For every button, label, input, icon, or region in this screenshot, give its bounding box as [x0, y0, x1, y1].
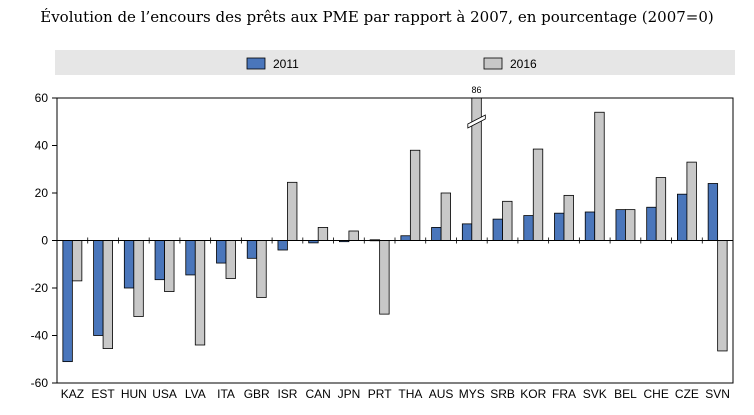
x-tick-label-est: EST — [91, 387, 115, 401]
x-tick-label-fra: FRA — [552, 387, 576, 401]
y-tick-label-0: 0 — [41, 234, 48, 248]
x-tick-label-kor: KOR — [520, 387, 546, 401]
bar-2016-kaz — [71, 240, 83, 282]
x-tick-label-srb: SRB — [490, 387, 515, 401]
x-tick-label-mys: MYS — [459, 387, 485, 401]
bar-2011-svn — [707, 183, 719, 241]
y-tick-label-40: 40 — [35, 139, 49, 153]
bar-2016-lva — [194, 240, 206, 346]
x-tick-label-cze: CZE — [675, 387, 699, 401]
x-tick-label-prt: PRT — [368, 387, 392, 401]
x-tick-label-hun: HUN — [121, 387, 147, 401]
x-tick-label-svn: SVN — [705, 387, 730, 401]
y-tick-label-20: 20 — [35, 186, 49, 200]
bar-2016-ita — [225, 240, 236, 279]
bar-2016-jpn — [348, 230, 359, 241]
x-tick-label-svk: SVK — [583, 387, 607, 401]
bar-2011-mys — [461, 223, 473, 241]
legend-swatch-2011 — [246, 57, 266, 70]
y-tick-label--20: -20 — [31, 281, 49, 295]
bar-2016-cze — [686, 161, 697, 241]
legend-swatch-2016 — [483, 57, 503, 70]
legend-background — [55, 50, 735, 75]
bar-2011-est — [93, 240, 104, 336]
x-tick-label-jpn: JPN — [338, 387, 361, 401]
bar-2016-gbr — [256, 240, 267, 298]
bar-2011-aus — [431, 227, 442, 241]
bar-2016-svn — [717, 240, 728, 352]
x-tick-label-ita: ITA — [217, 387, 235, 401]
bar-2016-aus — [440, 192, 451, 241]
bar-2011-kaz — [62, 240, 73, 363]
bar-2011-usa — [154, 240, 165, 281]
bar-2011-srb — [492, 218, 503, 241]
x-tick-label-che: CHE — [644, 387, 669, 401]
legend: 2011 2016 — [55, 50, 735, 75]
bar-2011-che — [646, 206, 657, 241]
x-axis: KAZ EST HUN USA LVA ITA GBR ISR CAN JPN PRT THA AUS M… — [56, 237, 734, 401]
bar-2016-svk — [594, 111, 605, 241]
y-axis: 60 40 20 0 -20 -40 -60 — [31, 91, 57, 390]
x-tick-label-isr: ISR — [277, 387, 297, 401]
bar-2016-prt — [379, 240, 390, 315]
bar-2016-est — [102, 240, 113, 349]
bar-2016-kor — [532, 148, 544, 241]
x-tick-label-can: CAN — [306, 387, 331, 401]
bar-2011-kor — [523, 215, 534, 241]
bar-2011-isr — [277, 240, 288, 251]
plot-frame — [56, 97, 734, 384]
bar-2016-che — [655, 177, 667, 241]
bar-2016-fra — [563, 194, 574, 241]
legend-label-2016: 2016 — [510, 57, 537, 71]
bar-2016-can — [317, 227, 329, 241]
x-tick-label-gbr: GBR — [244, 387, 270, 401]
plot-border — [56, 97, 734, 384]
bar-2011-gbr — [246, 240, 258, 259]
bar-2011-hun — [123, 240, 135, 289]
x-tick-label-kaz: KAZ — [61, 387, 84, 401]
x-tick-label-bel: BEL — [614, 387, 637, 401]
bar-2011-tha — [400, 235, 411, 241]
bar-2016-usa — [164, 240, 175, 292]
y-tick-label-60: 60 — [35, 91, 49, 105]
x-tick-label-aus: AUS — [429, 387, 454, 401]
bar-2016-srb — [502, 200, 513, 241]
x-tick-label-tha: THA — [398, 387, 422, 401]
chart-title: Évolution de l’encours des prêts aux PME… — [40, 8, 714, 26]
bars: 86 — [62, 85, 728, 363]
axis-break-marker — [467, 114, 486, 129]
bar-2011-cze — [677, 193, 688, 241]
legend-label-2011: 2011 — [273, 57, 299, 71]
bar-2011-lva — [185, 240, 196, 276]
bar-2016-tha — [409, 149, 421, 241]
bar-2011-bel — [615, 209, 626, 241]
bar-2016-hun — [133, 240, 144, 317]
bar-2016-isr — [287, 181, 298, 241]
x-tick-label-usa: USA — [152, 387, 177, 401]
bar-2011-ita — [216, 240, 227, 264]
bar-2011-svk — [584, 211, 596, 241]
bar-2016-bel — [625, 209, 636, 241]
y-tick-label--60: -60 — [31, 376, 49, 390]
bar-2011-fra — [554, 212, 565, 241]
data-label-mys: 86 — [472, 85, 482, 95]
y-tick-label--40: -40 — [31, 329, 49, 343]
x-tick-label-lva: LVA — [185, 387, 206, 401]
